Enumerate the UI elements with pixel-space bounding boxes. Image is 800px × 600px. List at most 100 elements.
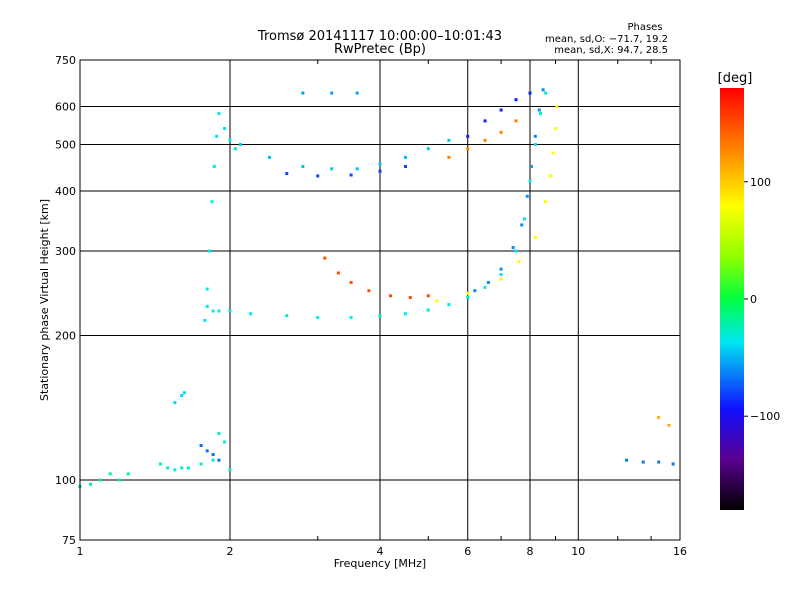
data-point — [89, 482, 93, 486]
data-point — [210, 200, 214, 204]
data-point — [486, 280, 490, 284]
data-point — [199, 462, 203, 466]
x-tick-label: 2 — [227, 545, 234, 558]
data-point — [657, 415, 661, 419]
data-point — [466, 147, 470, 151]
y-tick-label: 200 — [55, 330, 76, 343]
data-point — [657, 460, 661, 464]
data-point — [158, 462, 162, 466]
plot-frame — [79, 59, 681, 541]
data-point — [126, 472, 130, 476]
x-tick-label: 6 — [464, 545, 471, 558]
data-point — [483, 119, 487, 123]
data-point — [523, 217, 527, 221]
data-point — [499, 267, 503, 271]
data-point — [228, 468, 232, 472]
data-point — [285, 314, 289, 318]
data-point — [301, 91, 305, 95]
data-point — [99, 478, 103, 482]
data-point — [528, 91, 532, 95]
data-point — [483, 285, 487, 289]
data-point — [212, 164, 216, 168]
data-point — [173, 401, 177, 405]
data-point — [316, 174, 320, 178]
data-point — [249, 312, 253, 316]
data-point — [330, 91, 334, 95]
data-point — [208, 249, 212, 253]
data-point — [205, 449, 209, 453]
data-point — [117, 478, 121, 482]
colorbar — [720, 88, 744, 510]
colorbar-tick-label: 0 — [750, 293, 757, 306]
data-point — [499, 277, 503, 281]
data-point — [549, 174, 553, 178]
data-point — [671, 462, 675, 466]
stats-line-1: mean, sd,O: −71.7, 19.2 — [545, 34, 668, 45]
data-point — [355, 167, 359, 171]
y-tick-label: 600 — [55, 101, 76, 114]
data-point — [533, 143, 537, 147]
grid-lines — [80, 60, 680, 540]
data-point — [108, 472, 112, 476]
data-point — [336, 271, 340, 275]
colorbar-ticks: 100 0 −100 — [744, 176, 780, 423]
y-tick-label: 500 — [55, 139, 76, 152]
data-point — [205, 287, 209, 291]
data-point — [466, 296, 470, 300]
data-point — [435, 299, 439, 303]
data-point — [426, 308, 430, 312]
data-point — [426, 294, 430, 298]
colorbar-tick-label: −100 — [750, 410, 780, 423]
data-point — [211, 458, 215, 462]
data-point — [499, 108, 503, 112]
data-point — [215, 134, 219, 138]
data-point — [349, 316, 353, 320]
data-point — [533, 236, 537, 240]
data-point — [447, 155, 451, 159]
y-tick-label: 100 — [55, 474, 76, 487]
data-point — [330, 167, 334, 171]
data-point — [173, 468, 177, 472]
x-tick-label: 16 — [673, 545, 687, 558]
y-tick-label: 750 — [55, 54, 76, 67]
x-axis-label: Frequency [MHz] — [334, 557, 426, 570]
stats-heading: Phases — [627, 22, 662, 33]
data-point — [217, 432, 221, 436]
data-point — [447, 138, 451, 142]
data-point — [473, 289, 477, 293]
data-point — [466, 291, 470, 295]
stats-line-2: mean, sd,X: 94.7, 28.5 — [554, 45, 668, 56]
data-point — [186, 466, 190, 470]
data-point — [544, 200, 548, 204]
data-point — [447, 303, 451, 307]
data-point — [182, 391, 186, 395]
data-point — [553, 126, 557, 130]
data-point — [514, 249, 518, 253]
data-point — [499, 130, 503, 134]
colorbar-label: [deg] — [718, 71, 753, 86]
colorbar-tick-label: 100 — [750, 176, 771, 189]
x-tick-label: 1 — [77, 545, 84, 558]
data-point — [389, 294, 393, 298]
data-point — [378, 314, 382, 318]
y-axis-ticks: 75 100 200 300 400 500 600 750 — [55, 54, 76, 547]
data-point — [233, 147, 237, 151]
data-point — [217, 309, 221, 313]
data-point — [403, 312, 407, 316]
data-point — [520, 223, 524, 227]
x-tick-label: 8 — [527, 545, 534, 558]
data-point — [180, 394, 184, 398]
data-point — [323, 256, 327, 260]
data-point — [499, 273, 503, 277]
data-point — [228, 309, 232, 313]
data-point — [408, 296, 412, 300]
data-point — [228, 138, 232, 142]
data-point — [378, 169, 382, 173]
data-point — [211, 309, 215, 313]
chart-title: Tromsø 20141117 10:00:00–10:01:43 — [257, 29, 502, 44]
data-point — [466, 134, 470, 138]
data-point — [223, 440, 227, 444]
data-point — [239, 143, 243, 147]
data-point — [223, 126, 227, 130]
